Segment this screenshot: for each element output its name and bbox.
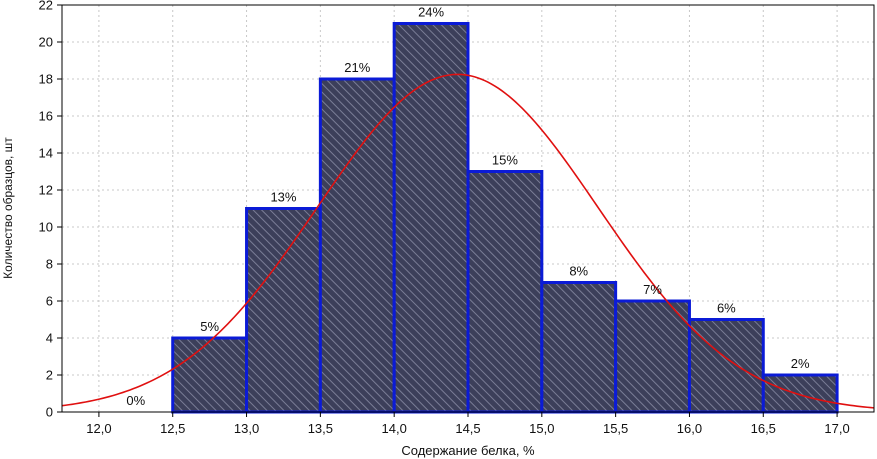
x-tick-label-4: 14,0 xyxy=(382,421,407,436)
y-axis-title: Количество образцов, шт xyxy=(1,137,15,279)
bar-6 xyxy=(540,281,618,414)
y-tick-label-10: 20 xyxy=(39,35,53,50)
y-tick-label-0: 0 xyxy=(46,405,53,420)
bar-5 xyxy=(466,170,544,414)
histogram-bars xyxy=(171,22,839,414)
x-axis-ticks: 12,0 12,5 13,0 13,5 14,0 14,5 15,0 15,5 16,0 16,5… xyxy=(86,412,850,436)
y-tick-label-2: 4 xyxy=(46,331,53,346)
y-tick-label-9: 18 xyxy=(39,72,53,87)
bar-3 xyxy=(318,77,396,414)
x-tick-label-2: 13,0 xyxy=(234,421,259,436)
y-tick-label-4: 8 xyxy=(46,257,53,272)
bar-7 xyxy=(614,299,691,414)
y-tick-label-1: 2 xyxy=(46,368,53,383)
x-tick-label-0: 12,0 xyxy=(86,421,111,436)
y-tick-label-3: 6 xyxy=(46,294,53,309)
bar-label-7: 7% xyxy=(643,282,662,297)
bar-label-0: 0% xyxy=(126,393,145,408)
bar-label-2: 13% xyxy=(270,190,296,205)
bar-label-6: 8% xyxy=(569,264,588,279)
bar-label-4: 24% xyxy=(418,5,444,20)
bar-percent-labels: 0% 5% 13% 21% 24% 15% 8% 7% 6% 2% xyxy=(126,5,810,409)
bar-label-5: 15% xyxy=(492,153,518,168)
normal-fit-curve xyxy=(62,73,874,409)
bar-label-1: 5% xyxy=(200,319,219,334)
x-tick-label-5: 14,5 xyxy=(455,421,480,436)
normal-fit-curve-group xyxy=(62,73,874,409)
y-tick-label-6: 12 xyxy=(39,183,53,198)
bar-1 xyxy=(171,336,249,414)
bar-9 xyxy=(761,373,839,414)
bar-4 xyxy=(392,22,470,414)
x-tick-label-7: 15,5 xyxy=(603,421,628,436)
bar-label-3: 21% xyxy=(344,60,370,75)
bar-8 xyxy=(687,318,765,414)
bar-label-8: 6% xyxy=(717,301,736,316)
y-axis-ticks: 0 2 4 6 8 10 12 14 16 18 20 22 xyxy=(39,0,62,420)
y-tick-label-8: 16 xyxy=(39,109,53,124)
x-tick-label-1: 12,5 xyxy=(160,421,185,436)
x-tick-label-8: 16,0 xyxy=(677,421,702,436)
x-tick-label-9: 16,5 xyxy=(751,421,776,436)
bar-2 xyxy=(245,207,322,414)
y-tick-label-7: 14 xyxy=(39,146,53,161)
bar-label-9: 2% xyxy=(791,356,810,371)
x-axis-title: Содержание белка, % xyxy=(401,443,535,458)
y-tick-label-5: 10 xyxy=(39,220,53,235)
x-tick-label-6: 15,0 xyxy=(529,421,554,436)
x-tick-label-3: 13,5 xyxy=(308,421,333,436)
x-tick-label-10: 17,0 xyxy=(824,421,849,436)
y-tick-label-11: 22 xyxy=(39,0,53,13)
